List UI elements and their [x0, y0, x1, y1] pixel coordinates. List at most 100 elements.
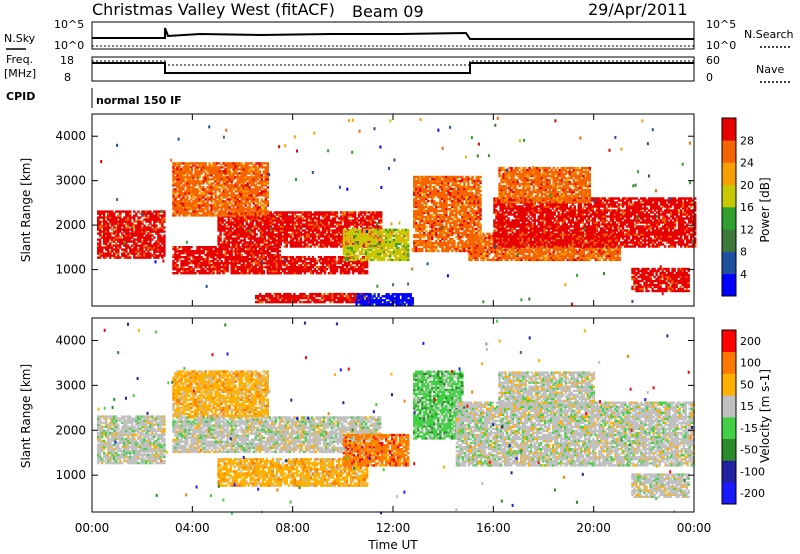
heatmap-cell [225, 231, 227, 233]
heatmap-cell [373, 293, 375, 295]
heatmap-cell [408, 293, 410, 295]
heatmap-cell [129, 256, 131, 258]
heatmap-cell [267, 210, 269, 212]
heatmap-cell [196, 166, 198, 168]
heatmap-cell [346, 211, 348, 213]
heatmap-cell [135, 212, 137, 214]
heatmap-cell [288, 266, 290, 268]
heatmap-cell [257, 166, 259, 168]
nave-label: Nave [756, 63, 784, 76]
heatmap-cell [377, 249, 379, 251]
heatmap-cell [263, 270, 265, 272]
freq-panel-frame [92, 57, 694, 81]
heatmap-cell [288, 260, 290, 262]
heatmap-cell [225, 221, 227, 223]
heatmap-cell [163, 230, 165, 232]
heatmap-cell [226, 214, 228, 216]
heatmap-cell [347, 293, 349, 295]
heatmap-cell [377, 239, 379, 241]
sky-tick-bottom-left: 10^0 [54, 39, 84, 52]
cpid-text: normal 150 IF [96, 94, 182, 107]
heatmap-cell [226, 190, 228, 192]
heatmap-cell [267, 162, 269, 164]
heatmap-cell [316, 235, 318, 237]
heatmap-cell [425, 226, 427, 228]
heatmap-cell [354, 211, 356, 213]
sky-tick-top-right: 10^5 [706, 18, 736, 31]
heatmap-cell [347, 245, 349, 247]
heatmap-cell [226, 176, 228, 178]
heatmap-cell [366, 270, 368, 272]
heatmap-cell [163, 210, 165, 212]
heatmap-cell [316, 217, 318, 219]
nave-tick-bottom: 0 [706, 71, 713, 84]
sky-tick-bottom-right: 10^0 [706, 39, 736, 52]
heatmap-cell [267, 186, 269, 188]
heatmap-cell [279, 250, 281, 252]
heatmap-cell [225, 241, 227, 243]
heatmap-cell [267, 190, 269, 192]
heatmap-cell [377, 235, 379, 237]
heatmap-cell [346, 262, 348, 264]
nave-tick-top: 60 [706, 54, 720, 67]
heatmap-cell [287, 293, 289, 295]
heatmap-cell [316, 270, 318, 272]
heatmap-cell [336, 211, 338, 213]
heatmap-cell [257, 295, 259, 297]
heatmap-cell [196, 270, 198, 272]
station-title: Christmas Valley West (fitACF) [92, 0, 335, 19]
heatmap-cell [226, 256, 228, 258]
heatmap-cell [129, 210, 131, 212]
heatmap-cell [380, 211, 382, 213]
freq-tick-top: 18 [60, 54, 74, 67]
heatmap-cell [334, 256, 336, 258]
heatmap-cell [204, 162, 206, 164]
heatmap-cell [377, 293, 379, 295]
freq-unit-label: [MHz] [4, 67, 36, 80]
heatmap-cell [407, 243, 409, 245]
nsky-label: N.Sky [4, 32, 36, 45]
date-label: 29/Apr/2011 [588, 0, 688, 19]
heatmap-cell [257, 250, 259, 252]
heatmap-cell [163, 226, 165, 228]
heatmap-cell [377, 299, 379, 301]
heatmap-cell [256, 233, 258, 235]
heatmap-cell [163, 234, 165, 236]
heatmap-cell [135, 224, 137, 226]
heatmap-cell [257, 182, 259, 184]
heatmap-cell [256, 237, 258, 239]
power-heatmap-cells [97, 117, 696, 306]
heatmap-cell [153, 236, 155, 238]
heatmap-cell [196, 162, 198, 164]
heatmap-cell [408, 299, 410, 301]
cpid-label: CPID [6, 90, 35, 103]
heatmap-cell [257, 162, 259, 164]
heatmap-cell [135, 242, 137, 244]
heatmap-cell [376, 211, 378, 213]
nsearch-label: N.Search [744, 28, 794, 41]
nsky-series-line [92, 28, 694, 39]
heatmap-cell [135, 256, 137, 258]
heatmap-cell [377, 243, 379, 245]
heatmap-cell [107, 210, 109, 212]
heatmap-cell [196, 188, 198, 190]
heatmap-cell [196, 210, 198, 212]
heatmap-cell [107, 222, 109, 224]
freq-label: Freq. [6, 53, 33, 66]
heatmap-cell [410, 293, 412, 295]
heatmap-cell [257, 268, 259, 270]
heatmap-cell [316, 239, 318, 241]
beam-label: Beam 09 [352, 2, 424, 21]
heatmap-cell [107, 244, 109, 246]
sky-tick-top-left: 10^5 [54, 18, 84, 31]
heatmap-cell [155, 224, 157, 226]
heatmap-cell [135, 238, 137, 240]
heatmap-cell [407, 229, 409, 231]
heatmap-cell [347, 259, 349, 261]
heatmap-cell [196, 246, 198, 248]
heatmap-cell [412, 297, 414, 299]
heatmap-cell [226, 202, 228, 204]
heatmap-cell [225, 225, 227, 227]
